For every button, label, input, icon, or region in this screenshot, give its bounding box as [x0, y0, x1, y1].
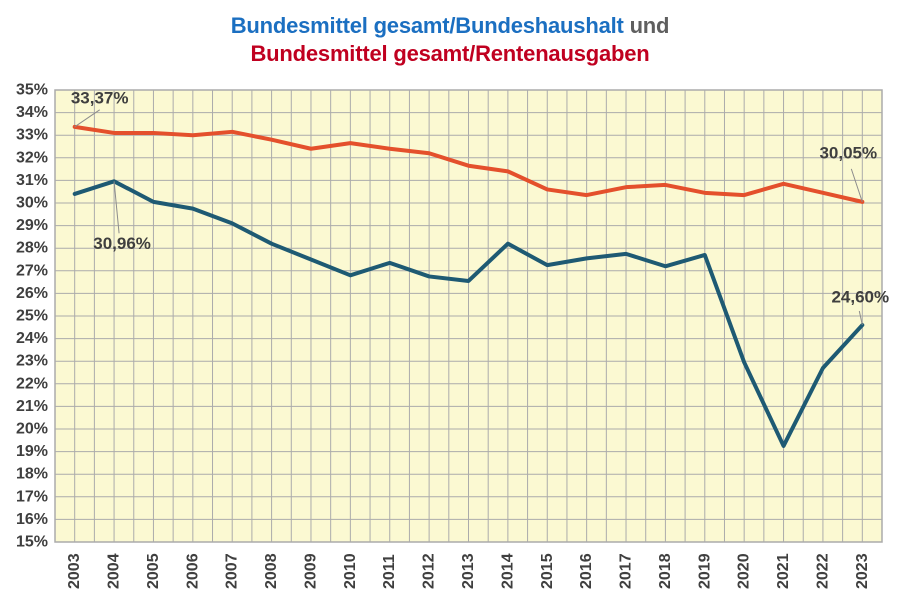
y-axis-tick-label: 21% — [16, 398, 48, 415]
y-axis-tick-label: 18% — [16, 466, 48, 483]
title-line-2: Bundesmittel gesamt/Rentenausgaben — [0, 40, 900, 68]
y-axis-tick-label: 32% — [16, 149, 48, 166]
x-axis-tick-label: 2023 — [854, 553, 871, 589]
y-axis-tick-label: 28% — [16, 240, 48, 257]
x-axis-tick-label: 2016 — [578, 553, 595, 589]
annotation-leader-line — [850, 168, 863, 203]
x-axis-tick-label: 2008 — [263, 553, 280, 589]
y-axis-tick-label: 27% — [16, 262, 48, 279]
x-axis-tick-label: 2018 — [657, 553, 674, 589]
annotation-label: 33,37% — [71, 88, 129, 107]
y-axis-tick-label: 34% — [16, 104, 48, 121]
title-connector: und — [623, 13, 670, 38]
series-line-rentenausgaben — [72, 124, 865, 204]
title-part-2: Bundesmittel gesamt/Rentenausgaben — [250, 41, 650, 66]
plot-border — [54, 89, 883, 543]
series-line-bundeshaushalt — [72, 179, 865, 448]
title-line-1: Bundesmittel gesamt/Bundeshaushalt und — [0, 12, 900, 40]
x-axis-tick-label: 2022 — [814, 553, 831, 589]
annotation-label: 24,60% — [831, 288, 889, 307]
x-axis-tick-label: 2004 — [106, 553, 123, 589]
x-axis-tick-label: 2019 — [696, 553, 713, 589]
x-axis-tick-label: 2020 — [736, 553, 753, 589]
y-axis-tick-label: 35% — [16, 82, 48, 99]
x-axis-tick-label: 2010 — [342, 553, 359, 589]
y-axis-tick-label: 29% — [16, 217, 48, 234]
x-axis-tick-label: 2015 — [539, 553, 556, 589]
y-axis-tick-label: 24% — [16, 330, 48, 347]
y-axis-tick-label: 20% — [16, 421, 48, 438]
y-axis-tick-label: 22% — [16, 375, 48, 392]
y-axis-tick-label: 19% — [16, 443, 48, 460]
y-axis-tick-label: 23% — [16, 353, 48, 370]
x-axis-tick-label: 2009 — [302, 553, 319, 589]
annotation-leader-line — [74, 109, 100, 128]
y-axis-tick-label: 25% — [16, 308, 48, 325]
y-axis-tick-label: 33% — [16, 127, 48, 144]
annotation-label: 30,96% — [93, 234, 151, 253]
y-axis-tick-label: 31% — [16, 172, 48, 189]
annotation-label: 30,05% — [819, 143, 877, 162]
annotation-leader-line — [113, 181, 120, 234]
y-axis-tick-label: 17% — [16, 488, 48, 505]
y-axis-tick-label: 26% — [16, 285, 48, 302]
x-axis-tick-label: 2003 — [66, 553, 83, 589]
x-axis-tick-label: 2011 — [381, 554, 398, 589]
chart-title: Bundesmittel gesamt/Bundeshaushalt und B… — [0, 12, 900, 68]
x-axis-tick-label: 2017 — [618, 553, 635, 589]
x-axis-tick-label: 2021 — [775, 553, 792, 589]
x-axis-tick-label: 2005 — [145, 553, 162, 589]
x-axis-tick-label: 2007 — [224, 553, 241, 589]
x-axis-tick-label: 2012 — [421, 553, 438, 589]
title-part-1: Bundesmittel gesamt/Bundeshaushalt — [230, 13, 624, 38]
y-axis-tick-label: 16% — [16, 511, 48, 528]
y-axis-tick-label: 15% — [16, 534, 48, 551]
annotation-leader-line — [858, 310, 863, 326]
y-axis-tick-label: 30% — [16, 195, 48, 212]
x-axis-tick-label: 2014 — [499, 553, 516, 589]
x-axis-tick-label: 2013 — [460, 553, 477, 589]
x-axis-tick-label: 2006 — [184, 553, 201, 589]
